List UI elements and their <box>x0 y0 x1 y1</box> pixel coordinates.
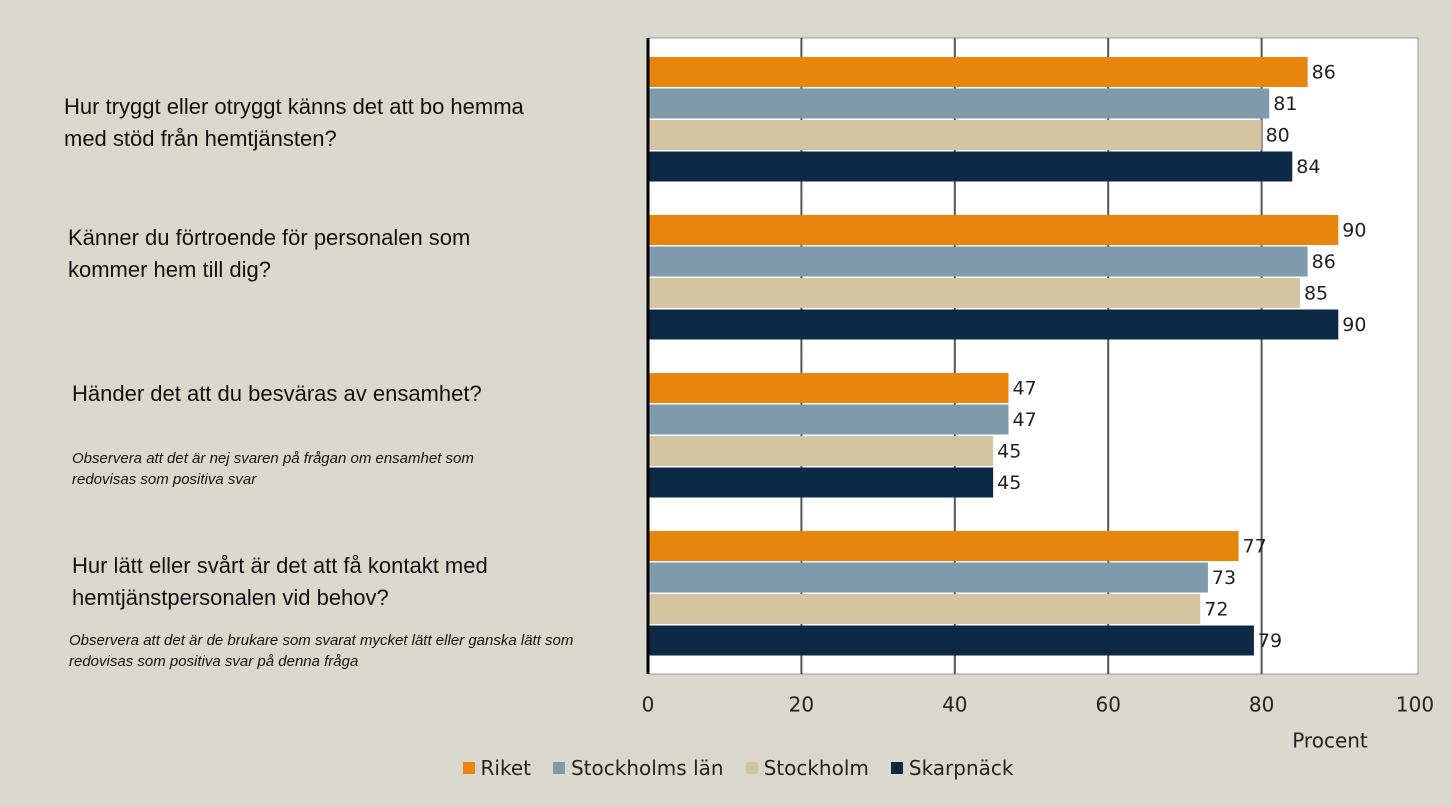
x-tick-label: 60 <box>1095 693 1120 717</box>
legend-item: Stockholm <box>745 756 869 780</box>
bar <box>648 594 1201 624</box>
bar <box>648 120 1262 150</box>
legend-swatch <box>552 762 565 774</box>
value-label: 47 <box>1012 378 1036 400</box>
value-label: 86 <box>1312 251 1336 273</box>
category-label: Hur lätt eller svårt är det att få konta… <box>72 553 488 610</box>
legend-swatch <box>745 762 758 774</box>
x-tick-label: 80 <box>1249 693 1274 717</box>
x-tick-label: 0 <box>642 693 655 717</box>
value-label: 86 <box>1312 62 1336 84</box>
legend-label: Stockholm <box>763 756 869 780</box>
value-label: 73 <box>1212 567 1236 589</box>
legend-item: Skarpnäck <box>890 756 1014 780</box>
value-label: 79 <box>1258 630 1282 652</box>
bar <box>648 625 1254 656</box>
legend-label: Riket <box>480 756 531 780</box>
category-label: Händer det att du besväras av ensamhet? <box>72 381 482 406</box>
value-label: 72 <box>1204 599 1228 621</box>
x-tick-label: 40 <box>942 693 967 717</box>
value-label: 45 <box>997 472 1021 494</box>
value-label: 84 <box>1296 156 1320 178</box>
value-label: 47 <box>1012 409 1036 431</box>
legend-label: Skarpnäck <box>908 756 1014 780</box>
bar <box>648 373 1009 403</box>
category-label: Känner du förtroende för personalen som … <box>68 225 471 282</box>
x-tick-label: 20 <box>789 693 814 717</box>
bar <box>648 278 1300 308</box>
legend-item: Riket <box>462 756 531 780</box>
legend-swatch <box>890 762 903 774</box>
bar <box>648 57 1308 87</box>
bar <box>648 467 994 498</box>
value-label: 77 <box>1243 536 1267 558</box>
value-label: 90 <box>1342 314 1366 336</box>
bar <box>648 246 1308 277</box>
annotation: Observera att det är nej svaren på fråga… <box>72 450 474 488</box>
bar <box>648 404 1009 435</box>
value-label: 45 <box>997 441 1021 463</box>
bar <box>648 88 1270 119</box>
legend-swatch <box>462 762 475 774</box>
category-label: Hur tryggt eller otryggt känns det att b… <box>64 94 524 151</box>
annotation: Observera att det är de brukare som svar… <box>69 632 574 670</box>
bar <box>648 309 1339 340</box>
bar <box>648 562 1208 593</box>
legend-label: Stockholms län <box>570 756 724 780</box>
legend: Riket Stockholms län Stockholm Skarpnäck <box>0 756 1452 780</box>
bar <box>648 436 994 466</box>
bar <box>648 215 1339 245</box>
bar <box>648 531 1239 561</box>
x-axis-label: Procent <box>1292 729 1368 753</box>
bar <box>648 151 1293 182</box>
legend-item: Stockholms län <box>552 756 724 780</box>
value-label: 85 <box>1304 283 1328 305</box>
x-tick-label: 100 <box>1396 693 1434 717</box>
value-label: 81 <box>1273 93 1297 115</box>
value-label: 90 <box>1342 220 1366 242</box>
value-label: 80 <box>1266 125 1290 147</box>
